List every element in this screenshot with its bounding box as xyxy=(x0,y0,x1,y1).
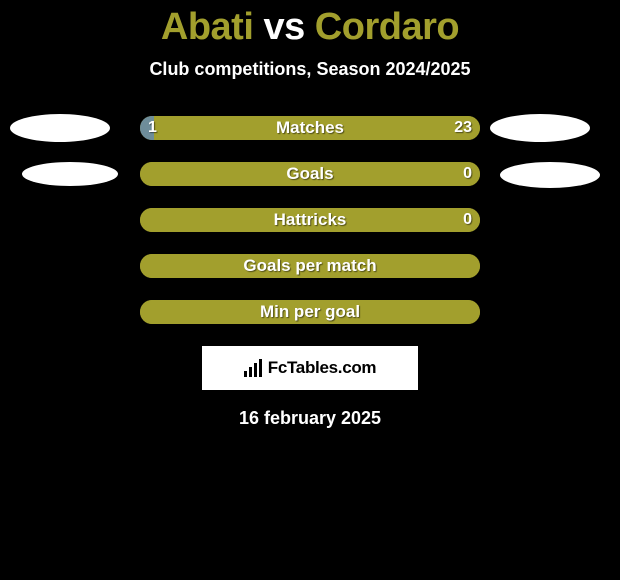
stat-row-min_per_goal: Min per goal xyxy=(0,300,620,324)
bar-value-right: 0 xyxy=(463,208,472,232)
bar-fill-left xyxy=(140,208,310,232)
source-badge: FcTables.com xyxy=(202,346,418,390)
bar-track xyxy=(140,208,480,232)
stat-row-hattricks: Hattricks0 xyxy=(0,208,620,232)
title-vs: vs xyxy=(263,6,304,48)
bar-fill-left xyxy=(140,254,310,278)
bar-track xyxy=(140,162,480,186)
bar-fill-left xyxy=(140,162,310,186)
bar-fill-right xyxy=(310,162,480,186)
player-ellipse-left xyxy=(22,162,118,186)
subtitle: Club competitions, Season 2024/2025 xyxy=(0,59,620,80)
player-ellipse-right xyxy=(490,114,590,142)
bar-fill-right xyxy=(310,254,480,278)
player-ellipse-right xyxy=(500,162,600,188)
badge-text: FcTables.com xyxy=(268,358,377,378)
bars-icon xyxy=(244,359,262,377)
bar-value-right: 0 xyxy=(463,162,472,186)
title-player1: Abati xyxy=(161,6,254,48)
bar-track xyxy=(140,116,480,140)
stat-row-matches: Matches123 xyxy=(0,116,620,140)
comparison-chart: Matches123Goals0Hattricks0Goals per matc… xyxy=(0,116,620,324)
bar-fill-right xyxy=(310,208,480,232)
bar-fill-left xyxy=(140,300,310,324)
bar-track xyxy=(140,300,480,324)
bar-track xyxy=(140,254,480,278)
bar-value-left: 1 xyxy=(148,116,157,140)
page-title: Abati vs Cordaro xyxy=(0,0,620,49)
date-label: 16 february 2025 xyxy=(0,408,620,429)
bar-fill-right xyxy=(154,116,480,140)
bar-fill-right xyxy=(310,300,480,324)
stat-row-goals_per_match: Goals per match xyxy=(0,254,620,278)
title-player2: Cordaro xyxy=(315,6,459,48)
player-ellipse-left xyxy=(10,114,110,142)
stat-row-goals: Goals0 xyxy=(0,162,620,186)
bar-value-right: 23 xyxy=(454,116,472,140)
